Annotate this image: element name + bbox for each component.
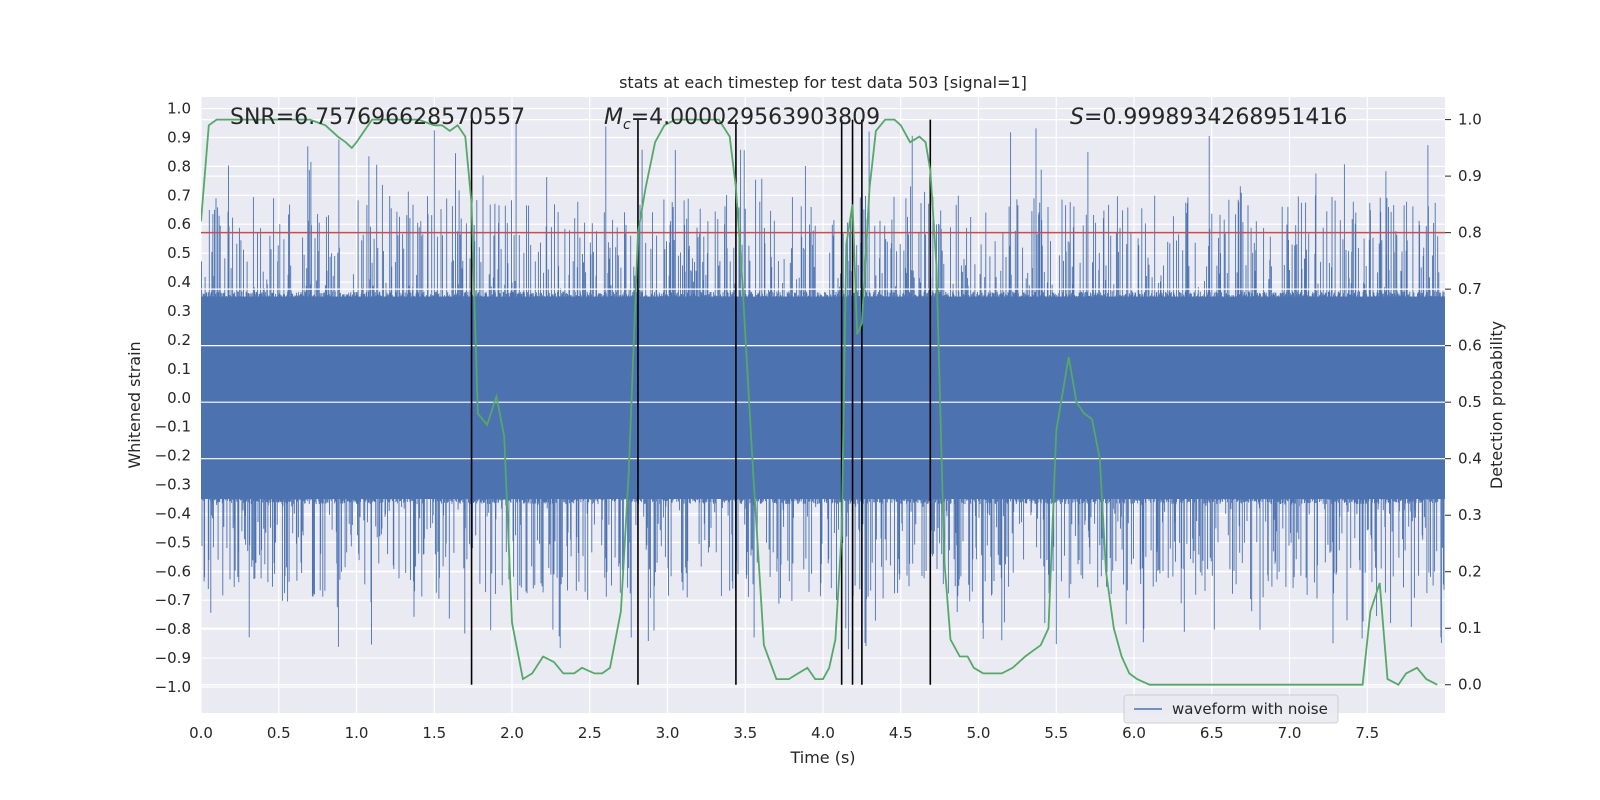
detection-probability-series (201, 118, 1438, 686)
y2-tick-label: 0.8 (1458, 224, 1482, 242)
y2-tick-label: 0.9 (1458, 167, 1482, 185)
mc-subscript: c (623, 117, 631, 133)
legend-label: waveform with noise (1172, 700, 1328, 718)
x-tick-label: 4.0 (811, 724, 835, 742)
y-tick-label: 1.0 (167, 100, 191, 118)
x-tick-label: 2.0 (500, 724, 524, 742)
y2-tick-label: 0.2 (1458, 563, 1482, 581)
y2-tick-label: 1.0 (1458, 111, 1482, 129)
x-tick-label: 5.5 (1044, 724, 1068, 742)
y2-ticks: 1.0 0.9 0.8 0.7 0.6 0.5 0.4 0.3 0.2 0.1 0.0 (1445, 111, 1482, 694)
s-value: =0.9998934268951416 (1084, 105, 1347, 130)
y-tick-label: −0.7 (155, 591, 191, 609)
mc-value: =4.000029563903809 (631, 105, 880, 130)
y-tick-label: −0.2 (155, 447, 191, 465)
s-annotation: S=0.9998934268951416 (1070, 105, 1347, 130)
y2-tick-label: 0.7 (1458, 280, 1482, 298)
y2-tick-label: 0.0 (1458, 676, 1482, 694)
x-tick-label: 1.5 (422, 724, 446, 742)
waveform-series (201, 123, 1445, 650)
y-tick-label: −0.9 (155, 649, 191, 667)
y-tick-label: 0.9 (167, 128, 191, 146)
y2-tick-label: 0.3 (1458, 506, 1482, 524)
y-tick-label: 0.5 (167, 244, 191, 262)
legend: waveform with noise (1123, 694, 1339, 724)
y-tick-label: 0.2 (167, 331, 191, 349)
legend-box (1123, 694, 1339, 724)
y2-tick-label: 0.5 (1458, 393, 1482, 411)
x-tick-label: 1.0 (345, 724, 369, 742)
y-tick-label: 0.3 (167, 302, 191, 320)
y-tick-label: −0.4 (155, 504, 191, 522)
s-symbol: S (1070, 105, 1084, 130)
chart-title: stats at each timestep for test data 503… (619, 73, 1027, 92)
y2-tick-label: 0.1 (1458, 619, 1482, 637)
y-tick-label: 0.1 (167, 360, 191, 378)
y-tick-label: −0.1 (155, 418, 191, 436)
x-tick-label: 7.0 (1278, 724, 1302, 742)
x-ticks: 0.0 0.5 1.0 1.5 2.0 2.5 3.0 3.5 4.0 4.5 5.0 5.5 6.0 6… (189, 724, 1379, 742)
x-tick-label: 0.0 (189, 724, 213, 742)
x-axis-label: Time (s) (789, 748, 855, 767)
y-tick-label: −1.0 (155, 678, 191, 696)
x-tick-label: 3.5 (733, 724, 757, 742)
mc-symbol: M (604, 105, 623, 130)
probability-line (201, 118, 1438, 686)
y-tick-label: −0.8 (155, 620, 191, 638)
x-tick-label: 2.5 (578, 724, 602, 742)
waveform-band (201, 296, 1445, 499)
y-tick-label: 0.8 (167, 157, 191, 175)
y2-tick-label: 0.4 (1458, 450, 1482, 468)
y-tick-label: −0.3 (155, 476, 191, 494)
x-tick-label: 7.5 (1355, 724, 1379, 742)
y-tick-label: 0.6 (167, 215, 191, 233)
y2-tick-label: 0.6 (1458, 337, 1482, 355)
y-tick-label: 0.7 (167, 186, 191, 204)
y-tick-label: 0.4 (167, 273, 191, 291)
y-tick-label: 0.0 (167, 389, 191, 407)
y-ticks: 1.0 0.9 0.8 0.7 0.6 0.5 0.4 0.3 0.2 0.1 0.0 −0.1 −0.… (155, 100, 191, 696)
x-tick-label: 6.5 (1200, 724, 1224, 742)
y-tick-label: −0.6 (155, 562, 191, 580)
y2-axis-label: Detection probability (1487, 321, 1506, 489)
x-tick-label: 5.0 (967, 724, 991, 742)
mc-annotation: Mc=4.000029563903809 (604, 105, 880, 133)
x-tick-label: 3.0 (656, 724, 680, 742)
y-axis-label: Whitened strain (125, 341, 144, 468)
x-tick-label: 6.0 (1122, 724, 1146, 742)
snr-annotation: SNR=6.757696628570557 (230, 105, 525, 130)
y-tick-label: −0.5 (155, 533, 191, 551)
x-tick-label: 0.5 (267, 724, 291, 742)
x-tick-label: 4.5 (889, 724, 913, 742)
